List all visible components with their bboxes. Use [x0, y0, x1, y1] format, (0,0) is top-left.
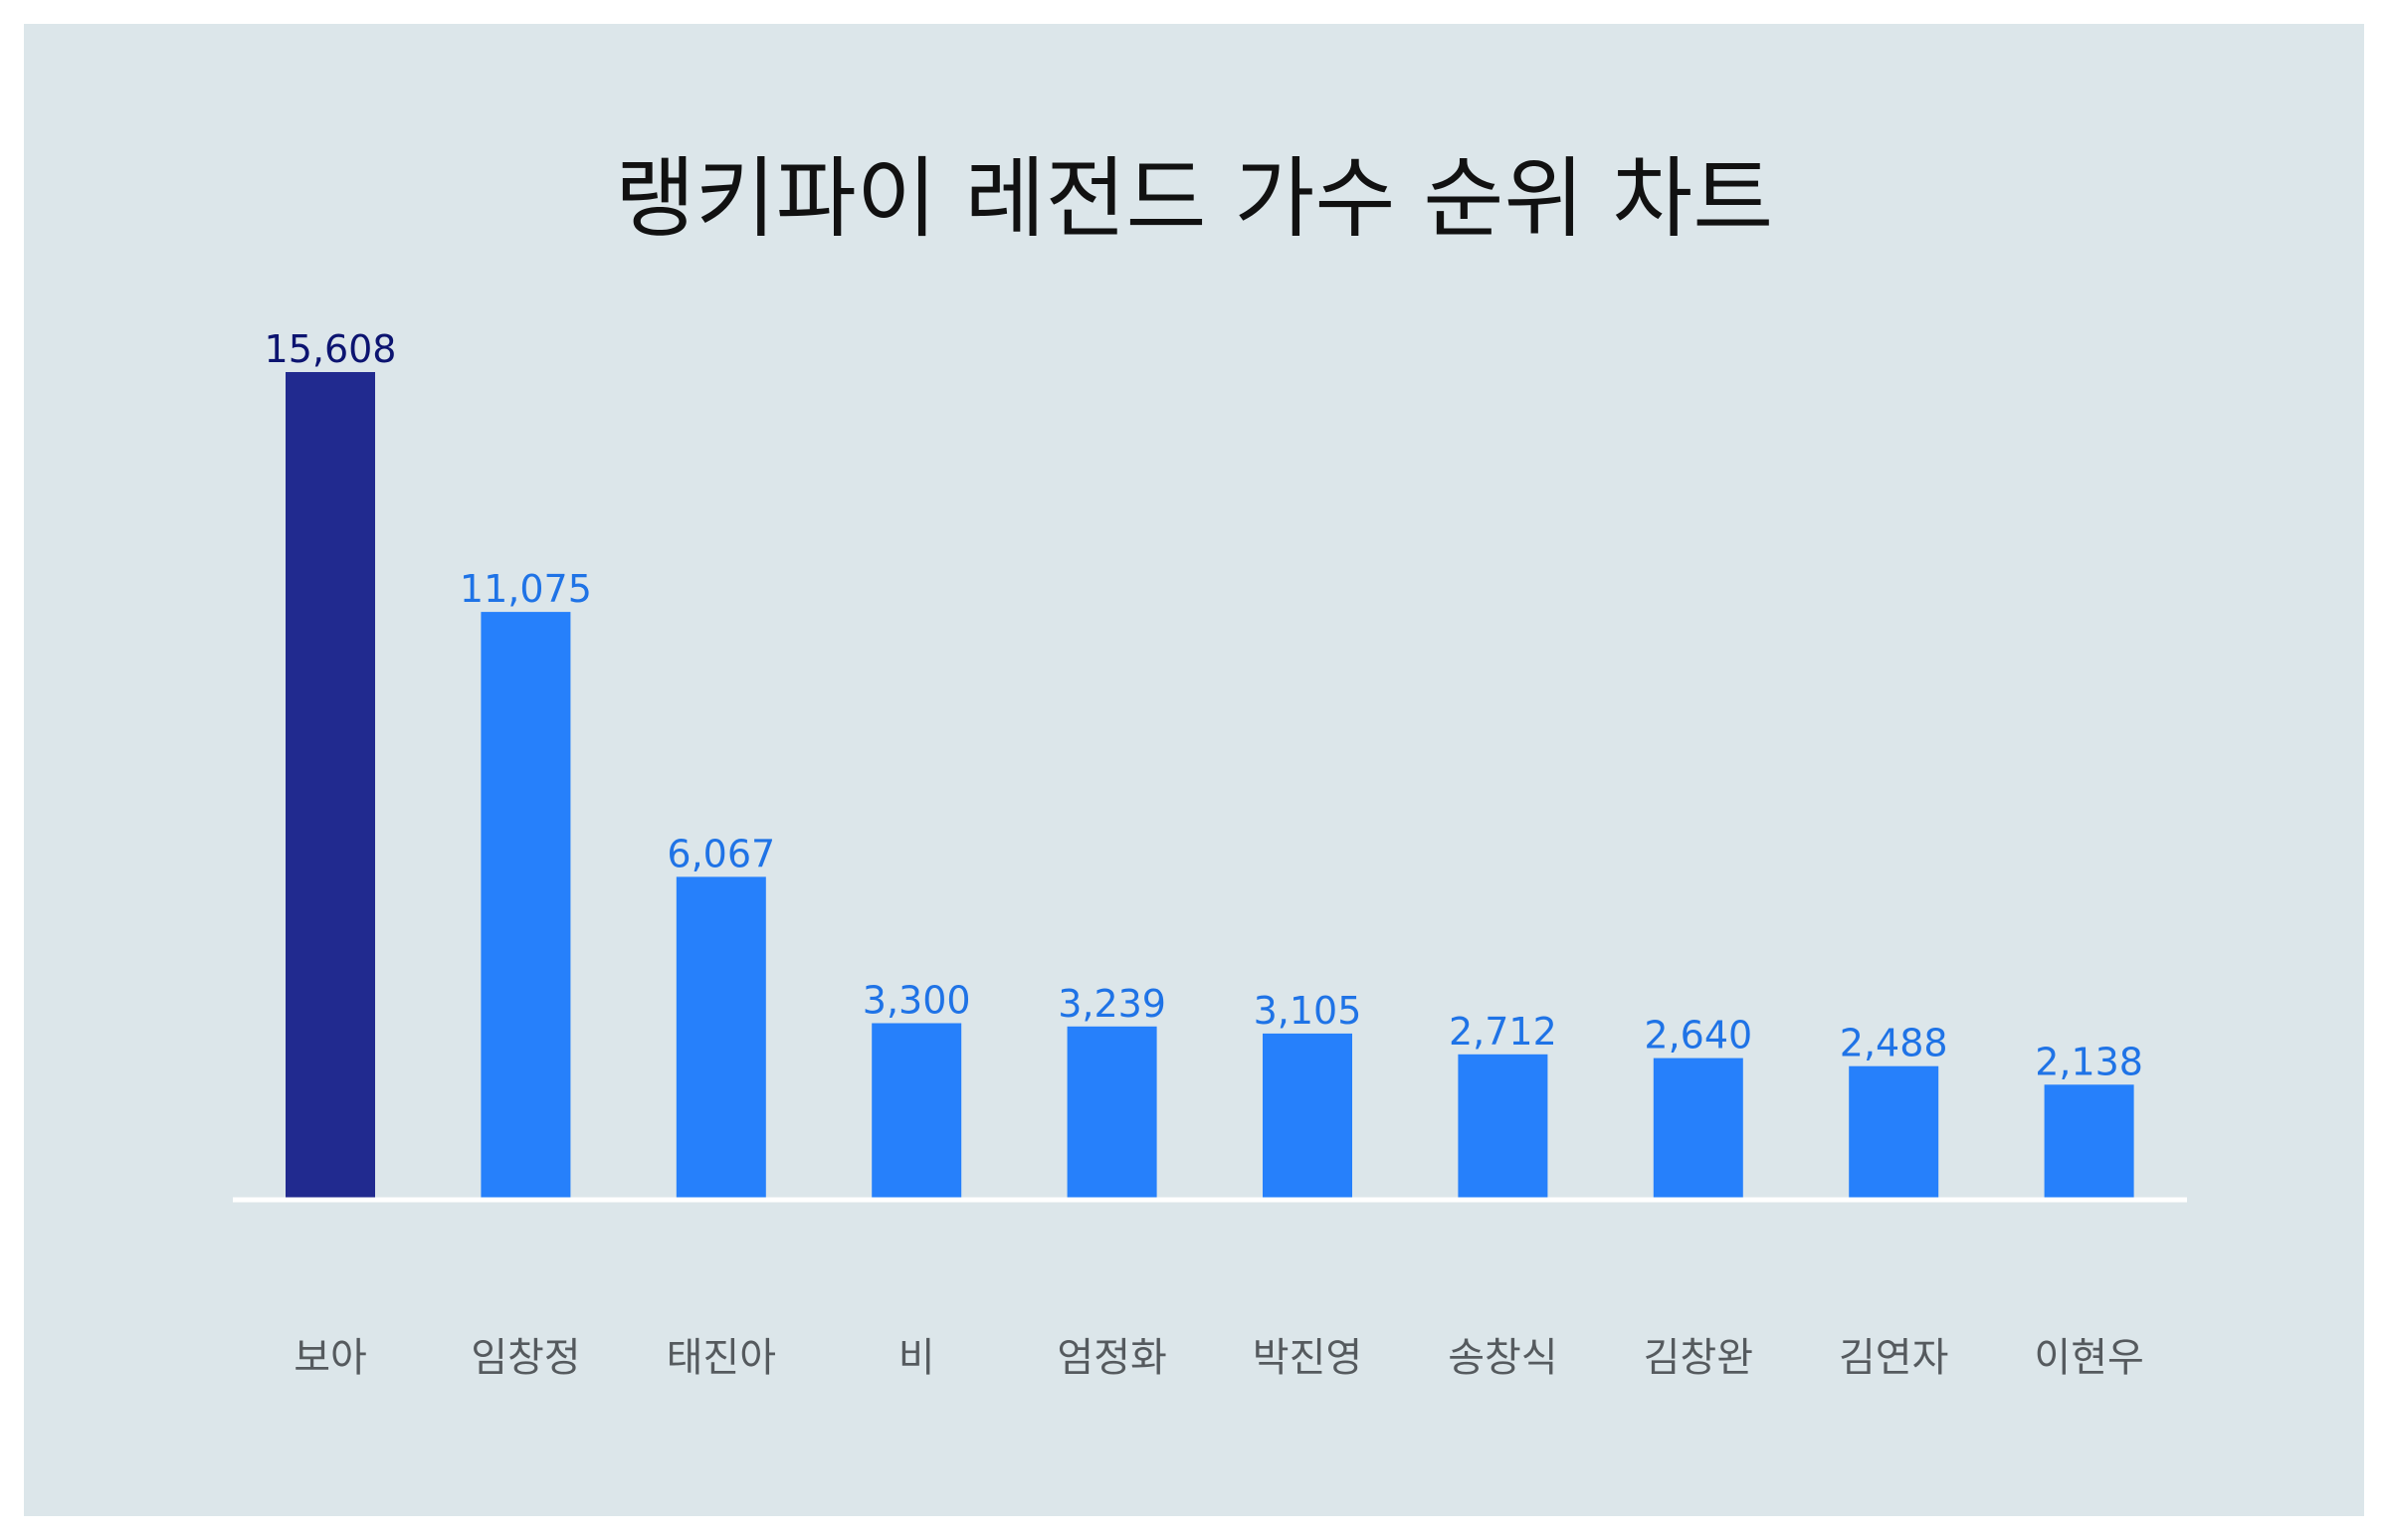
data-label-9: 2,488: [1840, 1022, 1948, 1065]
data-label-3: 6,067: [667, 832, 775, 875]
bar-10: [2044, 1084, 2134, 1198]
bar-5: [1067, 1026, 1157, 1198]
data-label-4: 3,300: [863, 979, 971, 1023]
category-label-10: 이현우: [2034, 1335, 2143, 1381]
bar-9: [1849, 1065, 1939, 1198]
category-label-5: 엄정화: [1057, 1335, 1166, 1381]
data-label-10: 2,138: [2035, 1040, 2143, 1083]
data-label-1: 15,608: [265, 327, 397, 371]
category-label-1: 보아: [294, 1335, 367, 1381]
data-label-5: 3,239: [1058, 982, 1166, 1026]
category-label-6: 박진영: [1253, 1335, 1362, 1381]
bar-4: [872, 1023, 962, 1198]
bar-3: [676, 876, 766, 1198]
data-label-2: 11,075: [460, 567, 592, 611]
chart-title: 랭키파이 레전드 가수 순위 차트: [614, 147, 1774, 250]
chart-background: [24, 24, 2364, 1516]
category-label-4: 비: [898, 1335, 935, 1381]
category-label-2: 임창정: [471, 1335, 580, 1381]
bar-6: [1263, 1033, 1352, 1198]
data-label-6: 3,105: [1254, 989, 1362, 1033]
bar-1: [286, 372, 375, 1198]
category-label-8: 김창완: [1644, 1335, 1753, 1381]
bar-7: [1458, 1054, 1548, 1198]
bar-2: [481, 612, 571, 1198]
category-label-3: 태진아: [667, 1335, 776, 1381]
data-label-8: 2,640: [1644, 1014, 1752, 1058]
data-label-7: 2,712: [1449, 1010, 1557, 1054]
category-label-7: 송창식: [1448, 1335, 1557, 1381]
bar-8: [1653, 1058, 1743, 1198]
category-label-9: 김연자: [1839, 1335, 1948, 1381]
